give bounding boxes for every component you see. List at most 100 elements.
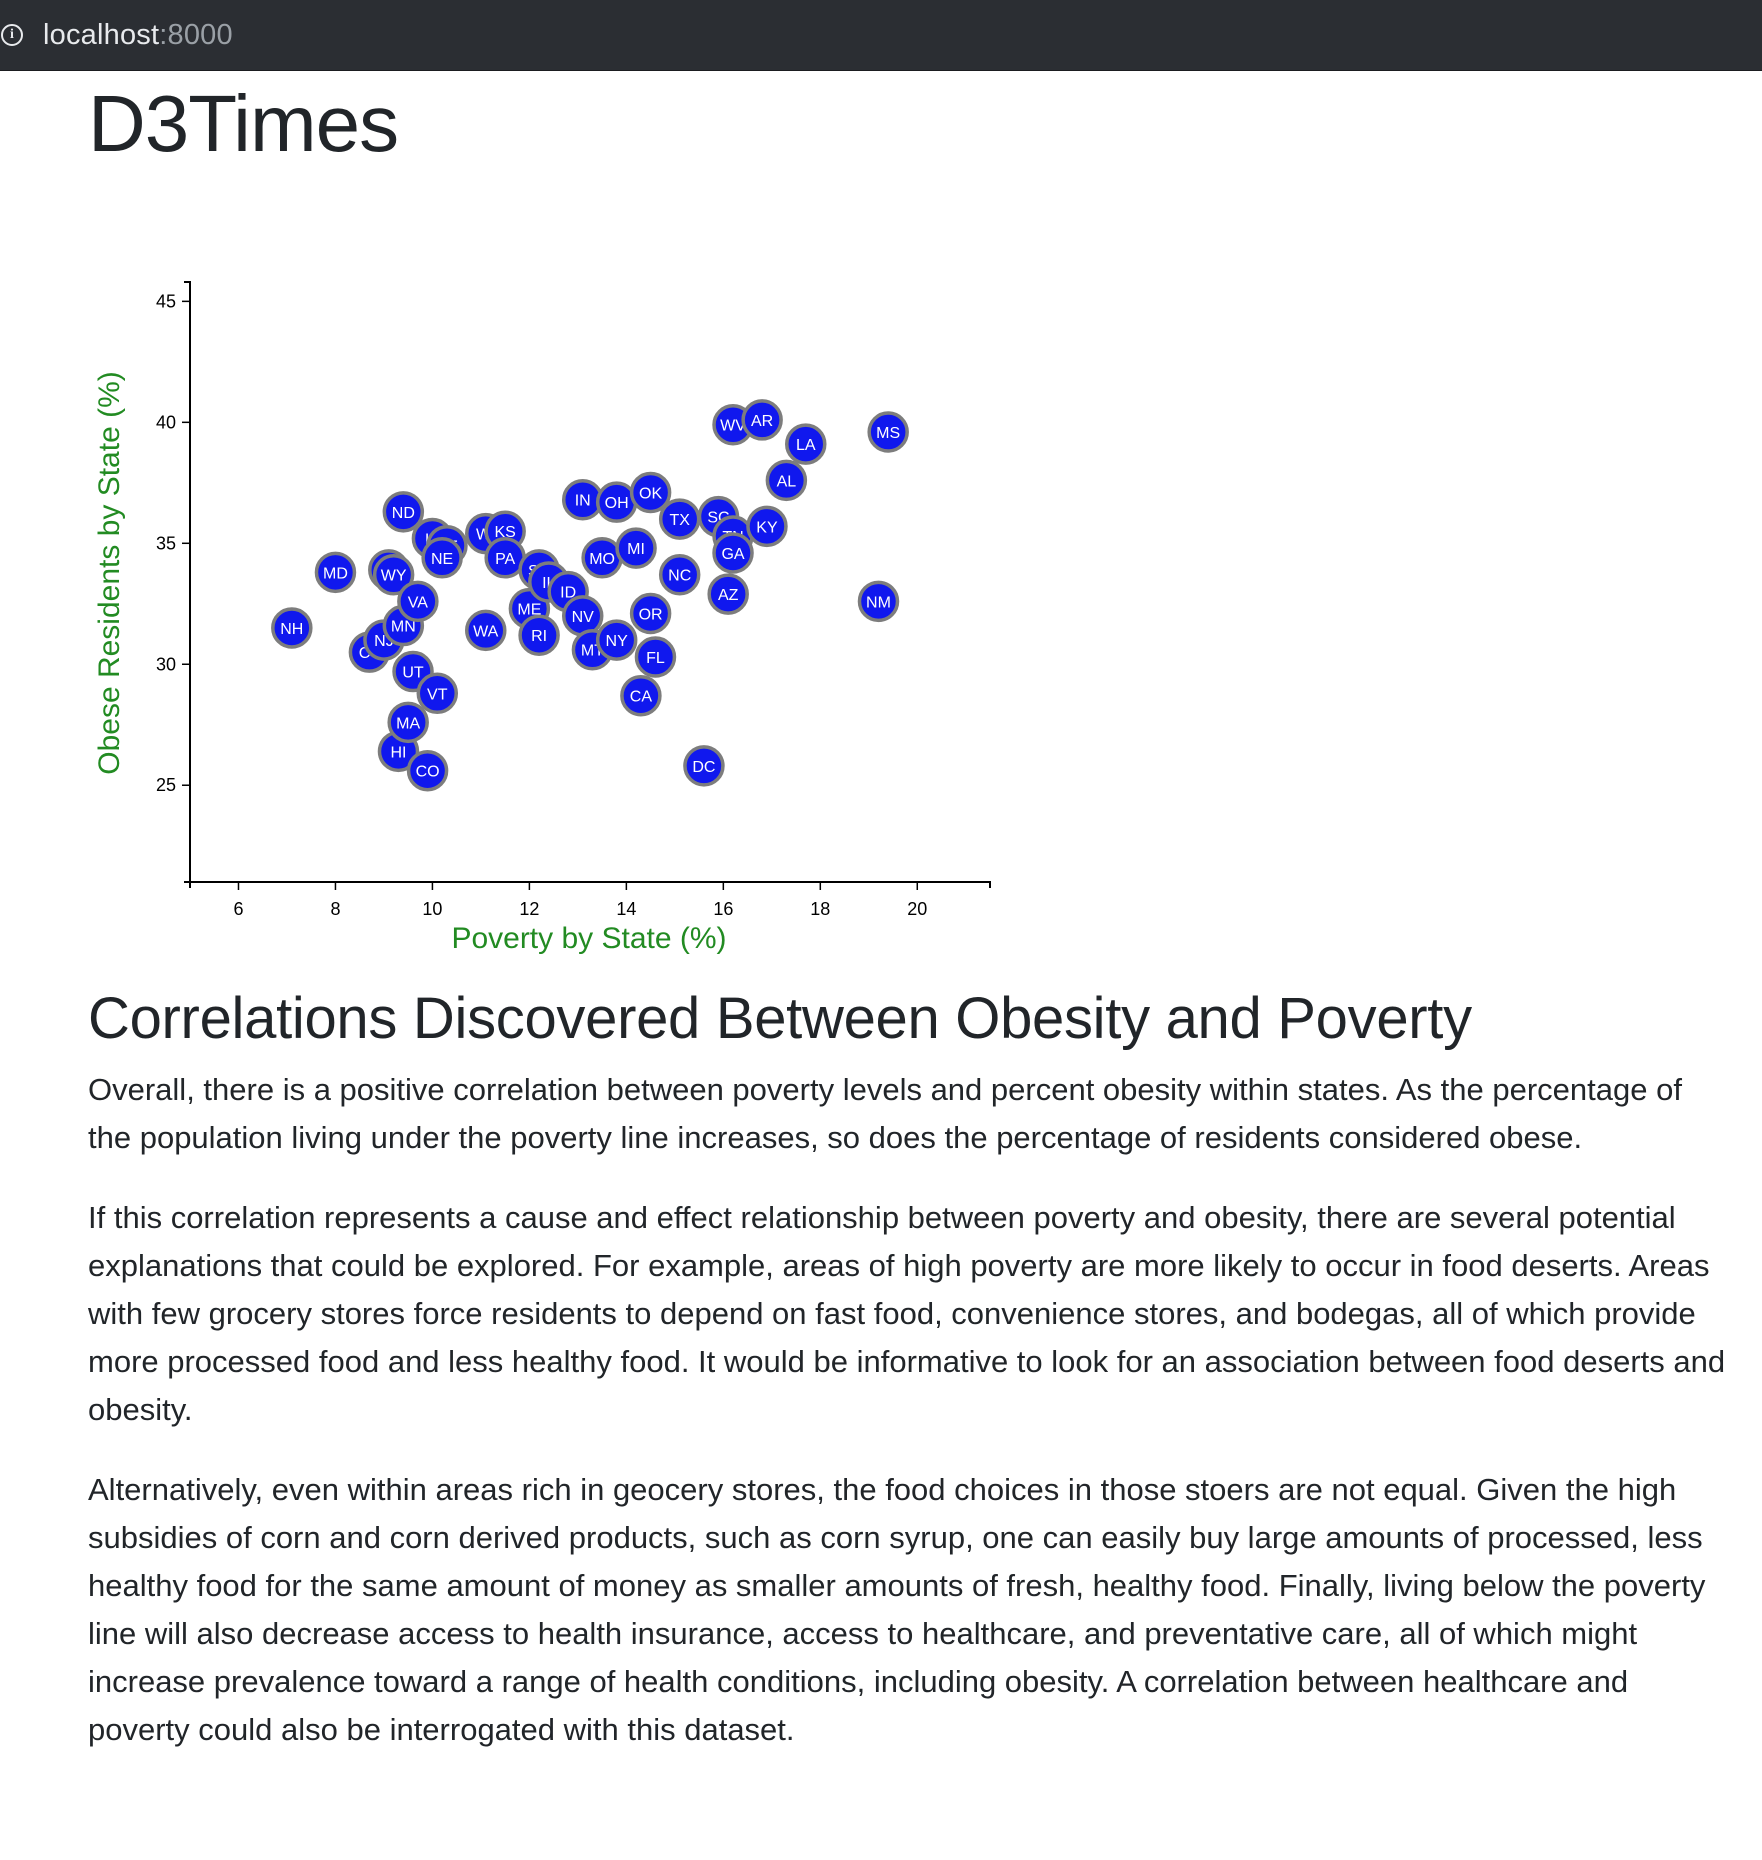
browser-address-bar[interactable]: i localhost:8000 xyxy=(0,0,1762,71)
state-point-la[interactable]: LA xyxy=(785,423,827,465)
state-marker[interactable] xyxy=(707,573,749,615)
state-marker[interactable] xyxy=(683,745,725,787)
y-axis-line xyxy=(184,281,191,883)
x-axis-label[interactable]: Poverty by State (%) xyxy=(451,922,726,955)
state-point-mo[interactable]: MO xyxy=(581,537,623,579)
state-point-ga[interactable]: GA xyxy=(712,532,754,574)
state-abbr-label: ID xyxy=(560,585,576,602)
y-tick-label: 30 xyxy=(156,654,176,674)
state-marker[interactable] xyxy=(615,527,657,569)
state-marker[interactable] xyxy=(406,749,449,792)
state-abbr-label: OH xyxy=(605,495,629,512)
state-marker[interactable] xyxy=(387,701,429,744)
y-tick-label: 45 xyxy=(156,291,176,311)
state-marker[interactable] xyxy=(857,580,900,623)
state-marker[interactable] xyxy=(397,580,439,623)
state-abbr-label: MS xyxy=(876,425,900,442)
state-abbr-label: NM xyxy=(866,594,891,611)
state-point-or[interactable]: OR xyxy=(629,592,672,635)
state-abbr-label: MA xyxy=(396,715,420,732)
url-host: localhost xyxy=(43,18,160,51)
state-marker[interactable] xyxy=(765,459,808,502)
state-abbr-label: VT xyxy=(427,686,448,703)
state-marker[interactable] xyxy=(421,537,463,579)
url-port: :8000 xyxy=(159,18,233,51)
state-point-nh[interactable]: NH xyxy=(271,607,313,649)
info-icon[interactable]: i xyxy=(1,24,23,46)
state-abbr-label: PA xyxy=(495,551,515,568)
state-marker[interactable] xyxy=(382,491,425,533)
state-abbr-label: NY xyxy=(606,633,629,650)
state-point-ar[interactable]: AR xyxy=(741,399,783,441)
state-abbr-label: OK xyxy=(639,485,662,502)
state-abbr-label: FL xyxy=(646,650,665,667)
state-abbr-label: ME xyxy=(517,602,541,619)
state-point-dc[interactable]: DC xyxy=(683,745,725,787)
state-point-al[interactable]: AL xyxy=(765,459,808,502)
state-marker[interactable] xyxy=(620,674,662,717)
article: Correlations Discovered Between Obesity … xyxy=(88,985,1733,1786)
y-tick-label: 35 xyxy=(156,533,176,553)
state-marker[interactable] xyxy=(658,553,701,596)
state-point-nd[interactable]: ND xyxy=(382,491,425,533)
x-tick-label: 18 xyxy=(810,899,830,919)
article-heading: Correlations Discovered Between Obesity … xyxy=(88,986,1472,1051)
state-point-va[interactable]: VA xyxy=(397,580,439,623)
state-marker[interactable] xyxy=(785,423,827,465)
y-tick-label: 25 xyxy=(156,775,176,795)
y-axis-label[interactable]: Obese Residents by State (%) xyxy=(93,371,126,775)
state-abbr-label: UT xyxy=(402,665,424,682)
x-tick-label: 6 xyxy=(233,899,243,919)
state-abbr-label: NE xyxy=(431,551,453,568)
state-abbr-label: VA xyxy=(408,594,428,611)
state-marker[interactable] xyxy=(518,614,560,656)
state-abbr-label: WA xyxy=(473,623,499,640)
state-point-az[interactable]: AZ xyxy=(707,573,749,615)
state-point-tx[interactable]: TX xyxy=(658,498,701,540)
state-point-nc[interactable]: NC xyxy=(658,553,701,596)
x-tick-label: 8 xyxy=(330,899,340,919)
state-point-ca[interactable]: CA xyxy=(620,674,662,717)
state-point-oh[interactable]: OH xyxy=(595,481,638,523)
state-point-vt[interactable]: VT xyxy=(416,672,459,715)
state-point-fl[interactable]: FL xyxy=(634,636,677,678)
state-point-mi[interactable]: MI xyxy=(615,527,657,569)
state-marker[interactable] xyxy=(271,607,313,649)
state-abbr-label: AZ xyxy=(718,587,739,604)
state-marker[interactable] xyxy=(712,532,754,574)
state-point-ky[interactable]: KY xyxy=(746,505,788,548)
state-point-ny[interactable]: NY xyxy=(595,619,638,661)
state-marker[interactable] xyxy=(416,672,459,715)
state-abbr-label: AR xyxy=(751,413,773,430)
state-point-in[interactable]: IN xyxy=(561,478,604,521)
url-text[interactable]: localhost:8000 xyxy=(43,19,233,52)
state-marker[interactable] xyxy=(629,471,672,514)
state-point-ne[interactable]: NE xyxy=(421,537,463,579)
x-tick-label: 20 xyxy=(907,899,927,919)
state-marker[interactable] xyxy=(634,636,677,678)
article-paragraph-3: Alternatively, even within areas rich in… xyxy=(88,1472,1706,1747)
state-abbr-label: KY xyxy=(756,519,778,536)
state-point-nv[interactable]: NV xyxy=(561,595,604,637)
state-marker[interactable] xyxy=(741,399,783,441)
state-abbr-label: IN xyxy=(575,493,591,510)
state-marker[interactable] xyxy=(465,609,507,652)
state-abbr-label: ND xyxy=(392,505,415,522)
state-point-ok[interactable]: OK xyxy=(629,471,672,514)
state-marker[interactable] xyxy=(314,551,357,594)
state-marker[interactable] xyxy=(372,553,415,596)
state-point-ma[interactable]: MA xyxy=(387,701,429,744)
state-point-wy[interactable]: WY xyxy=(372,553,415,596)
state-point-co[interactable]: CO xyxy=(406,749,449,792)
state-point-ri[interactable]: RI xyxy=(518,614,560,656)
state-marker[interactable] xyxy=(746,505,788,548)
x-axis-line xyxy=(189,881,991,888)
state-point-wa[interactable]: WA xyxy=(465,609,507,652)
state-marker[interactable] xyxy=(629,592,672,635)
state-point-md[interactable]: MD xyxy=(314,551,357,594)
state-point-ms[interactable]: MS xyxy=(867,411,909,453)
state-point-nm[interactable]: NM xyxy=(857,580,900,623)
state-marker[interactable] xyxy=(867,411,909,453)
state-marker[interactable] xyxy=(595,619,638,661)
